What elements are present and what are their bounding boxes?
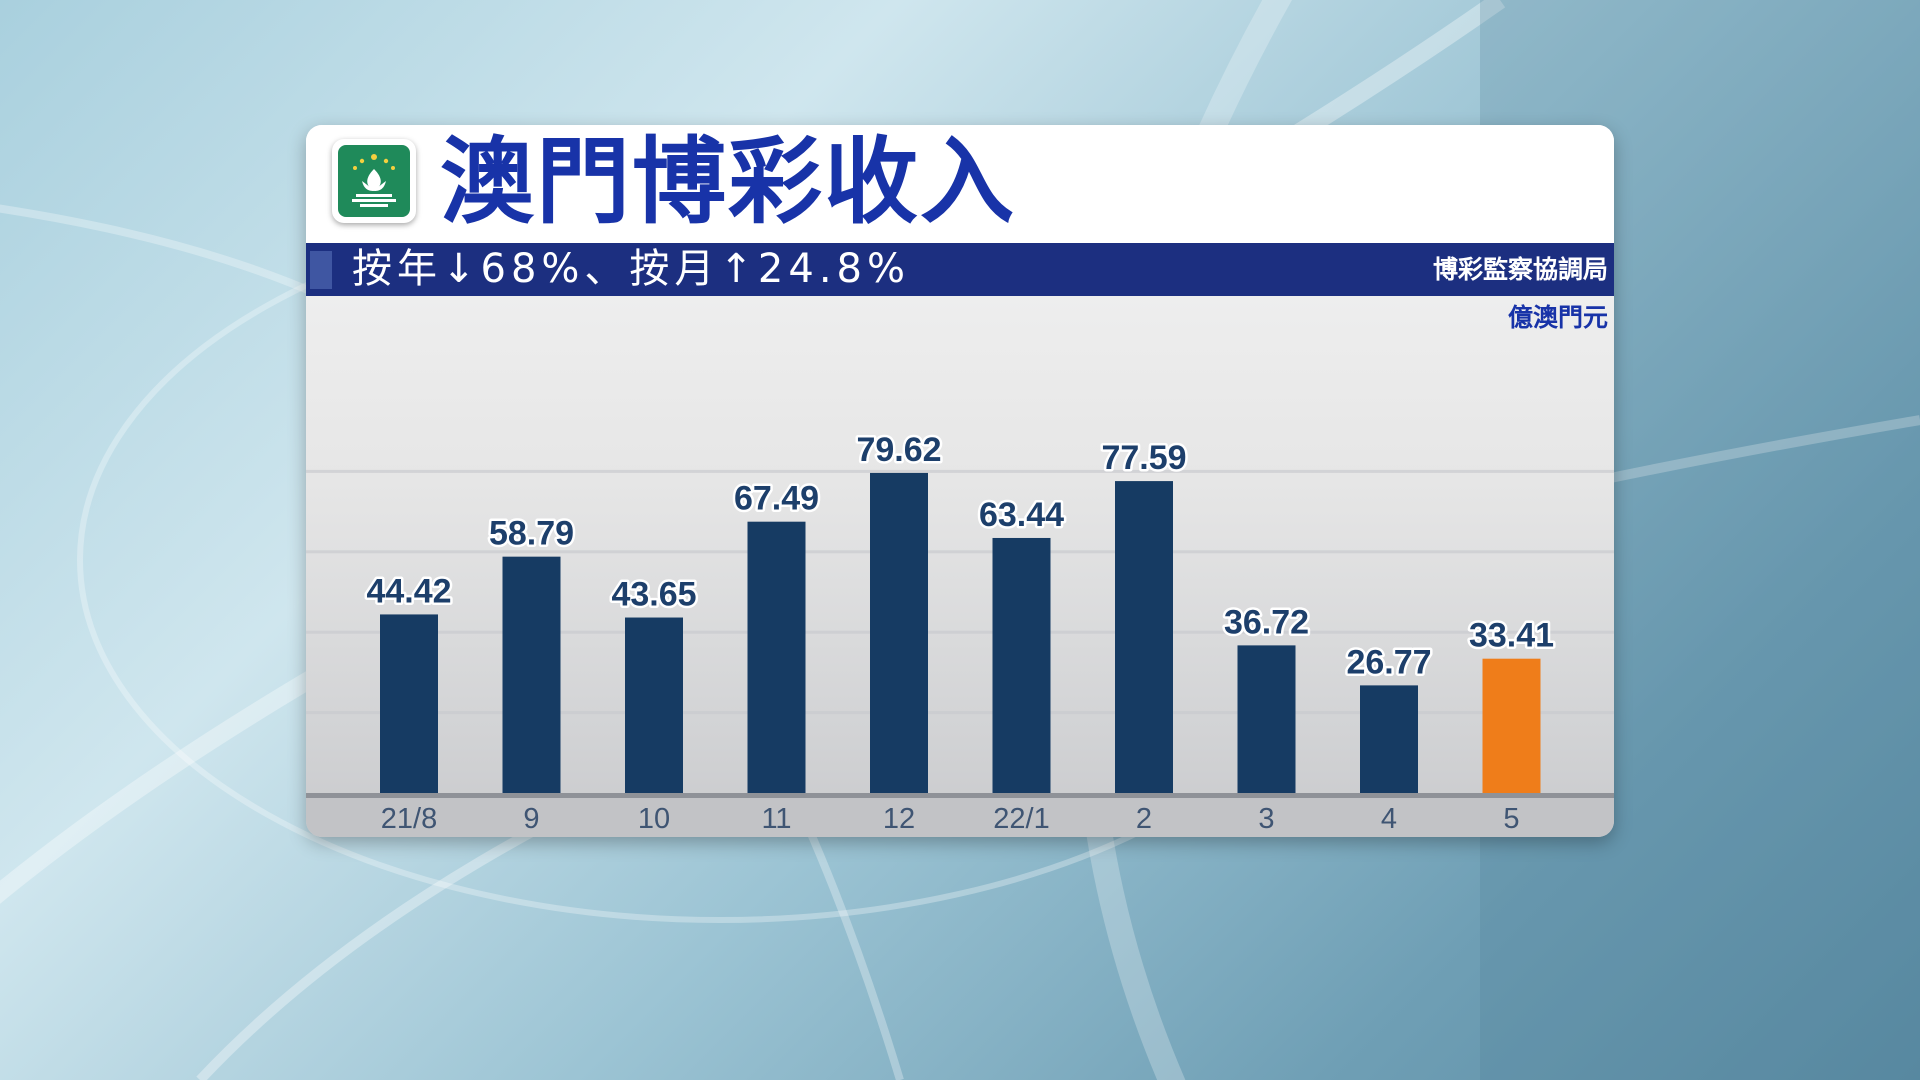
tick-label: 22/1 xyxy=(993,803,1049,835)
unit-label: 億澳門元 xyxy=(1507,303,1608,332)
macau-flag-icon xyxy=(332,139,416,223)
axis-line xyxy=(306,793,1614,798)
tick-label: 12 xyxy=(883,803,915,835)
gridline xyxy=(306,711,1614,715)
bar xyxy=(380,614,438,793)
subtitle: 按年↓68%、按月↑24.8% xyxy=(352,246,911,292)
value-label: 79.62 xyxy=(856,431,941,469)
tick-label: 11 xyxy=(761,803,791,835)
tick-label: 4 xyxy=(1381,803,1397,835)
tick-labels: 21/8 9 10 11 12 22/1 2 3 4 5 xyxy=(381,803,1520,835)
chart-card: 澳門博彩收入 按年↓68%、按月↑24.8% 博彩監察協調局 44.42 58.7… xyxy=(306,125,1614,837)
bar xyxy=(870,472,928,793)
value-label: 26.77 xyxy=(1346,643,1431,681)
value-label: 36.72 xyxy=(1224,603,1309,641)
axis-band xyxy=(306,793,1614,837)
value-labels: 44.42 58.79 43.65 67.49 79.62 63.44 77.59 36.72… xyxy=(364,428,1557,683)
bar xyxy=(1482,658,1541,793)
value-label: 58.79 xyxy=(489,515,574,553)
bar xyxy=(625,617,683,793)
title-bar: 澳門博彩收入 xyxy=(306,125,1614,243)
gridline xyxy=(306,630,1614,634)
value-label: 77.59 xyxy=(1101,439,1186,477)
subtitle-bar: 按年↓68%、按月↑24.8% 博彩監察協調局 xyxy=(306,243,1614,296)
bar xyxy=(992,537,1051,793)
tick-label: 10 xyxy=(638,803,670,835)
bar xyxy=(1115,481,1173,793)
tick-label: 5 xyxy=(1503,803,1519,835)
value-label: 43.65 xyxy=(611,576,696,614)
bar xyxy=(1360,685,1418,793)
bar xyxy=(502,556,561,793)
value-label: 67.49 xyxy=(734,480,819,518)
bars xyxy=(380,472,1541,793)
bar-chart: 44.42 58.79 43.65 67.49 79.62 63.44 77.59 36.72… xyxy=(306,428,1614,837)
source-label: 博彩監察協調局 xyxy=(1432,255,1608,284)
value-label: 33.41 xyxy=(1469,617,1554,655)
gridline xyxy=(306,550,1614,554)
bar xyxy=(747,521,806,793)
tick-label: 3 xyxy=(1258,803,1274,835)
tick-label: 2 xyxy=(1136,803,1152,835)
subtitle-accent xyxy=(310,251,332,289)
tick-label: 21/8 xyxy=(381,803,437,835)
value-label: 63.44 xyxy=(979,496,1064,534)
gridline xyxy=(306,469,1614,473)
value-label: 44.42 xyxy=(366,572,451,610)
page-title: 澳門博彩收入 xyxy=(440,128,1017,237)
tick-label: 9 xyxy=(523,803,539,835)
gridlines xyxy=(306,469,1614,715)
bar xyxy=(1237,645,1296,793)
